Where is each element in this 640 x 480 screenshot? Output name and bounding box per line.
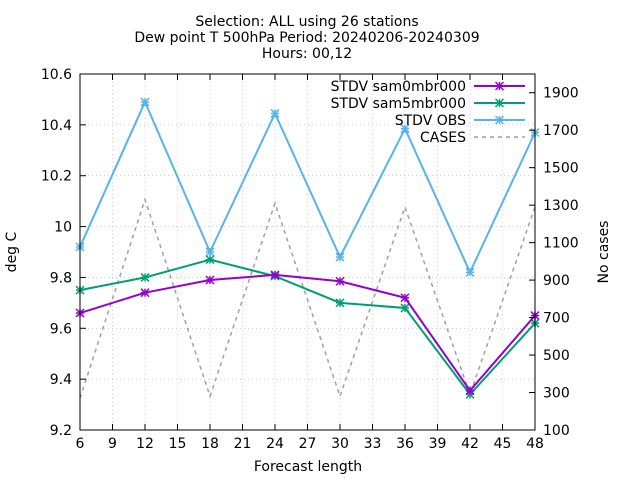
- x-tick-label: 30: [331, 436, 349, 452]
- series-3: [79, 197, 536, 399]
- y2-axis-label: No cases: [596, 221, 612, 284]
- y-tick-label: 10.4: [41, 118, 72, 134]
- title-line-3: Hours: 00,12: [262, 46, 352, 62]
- legend-label: CASES: [420, 130, 466, 146]
- grid-lines: [79, 73, 536, 431]
- x-tick-label: 9: [108, 436, 117, 452]
- data-point: [270, 270, 280, 280]
- legend-marker: [494, 81, 505, 91]
- y-tick-label: 9.4: [50, 372, 72, 388]
- legend-item: STDV OBS: [395, 113, 525, 129]
- y-tick-label: 9.2: [50, 423, 72, 439]
- data-point: [400, 303, 410, 313]
- data-point: [205, 247, 215, 257]
- x-tick-label: 21: [234, 436, 252, 452]
- data-point: [205, 275, 215, 285]
- legend-marker: [494, 115, 505, 125]
- y2-tick-label: 900: [543, 273, 570, 289]
- legend-item: STDV sam5mbr000: [331, 96, 525, 112]
- data-point: [335, 298, 345, 308]
- data-point: [205, 255, 215, 265]
- y-tick-label: 9.6: [50, 321, 72, 337]
- data-point: [400, 293, 410, 303]
- legend-label: STDV sam0mbr000: [331, 79, 466, 95]
- y2-tick-label: 500: [543, 348, 570, 364]
- x-tick-label: 48: [526, 436, 544, 452]
- y2-tick-label: 700: [543, 311, 570, 327]
- series-layer: [75, 97, 540, 399]
- y2-tick-label: 100: [543, 423, 570, 439]
- plot-frame: [79, 73, 536, 431]
- data-point: [140, 272, 150, 282]
- x-tick-label: 15: [169, 436, 187, 452]
- y-tick-label: 10: [54, 220, 72, 236]
- y-tick-label: 10.6: [41, 67, 72, 83]
- series-line: [79, 99, 536, 275]
- x-tick-label: 18: [201, 436, 219, 452]
- legend-item: STDV sam0mbr000: [331, 79, 525, 95]
- y2-tick-label: 1100: [543, 236, 579, 252]
- y-tick-label: 9.8: [50, 270, 72, 286]
- legend-item: CASES: [420, 130, 525, 146]
- data-point: [465, 386, 475, 396]
- x-axis-label: Forecast length: [254, 459, 362, 475]
- y2-tick-label: 1900: [543, 86, 579, 102]
- legend-marker: [494, 98, 505, 108]
- y2-tick-label: 300: [543, 386, 570, 402]
- legend-label: STDV OBS: [395, 113, 466, 129]
- x-tick-label: 36: [396, 436, 414, 452]
- data-point: [335, 276, 345, 286]
- x-tick-label: 6: [76, 436, 85, 452]
- legend-label: STDV sam5mbr000: [331, 96, 466, 112]
- x-tick-label: 27: [299, 436, 317, 452]
- x-tick-label: 33: [364, 436, 382, 452]
- data-point: [335, 252, 345, 262]
- x-tick-label: 42: [461, 436, 479, 452]
- series-line: [79, 273, 536, 393]
- data-point: [400, 124, 410, 134]
- data-point: [140, 288, 150, 298]
- data-point: [465, 267, 475, 277]
- series-line: [79, 258, 536, 396]
- y2-tick-label: 1500: [543, 161, 579, 177]
- axis-ticks: 6 9 12 15 18 21 24 27 30 33 36 39 42 45 48 9.2 9.4 9.6 9.8…: [41, 67, 579, 452]
- x-tick-label: 12: [136, 436, 154, 452]
- title-line-2: Dew point T 500hPa Period: 20240206-2024…: [134, 30, 479, 46]
- y2-tick-label: 1700: [543, 123, 579, 139]
- series-2: [75, 97, 540, 277]
- x-tick-label: 45: [494, 436, 512, 452]
- title-line-1: Selection: ALL using 26 stations: [195, 14, 418, 30]
- y2-tick-label: 1300: [543, 198, 579, 214]
- y-axis-label: deg C: [4, 231, 20, 272]
- y-tick-label: 10.2: [41, 169, 72, 185]
- series-line: [79, 197, 536, 399]
- data-point: [140, 97, 150, 107]
- data-point: [270, 108, 280, 118]
- series-1: [75, 255, 540, 399]
- x-tick-label: 39: [429, 436, 447, 452]
- chart-title: Selection: ALL using 26 stations Dew poi…: [134, 14, 479, 62]
- x-tick-label: 24: [266, 436, 284, 452]
